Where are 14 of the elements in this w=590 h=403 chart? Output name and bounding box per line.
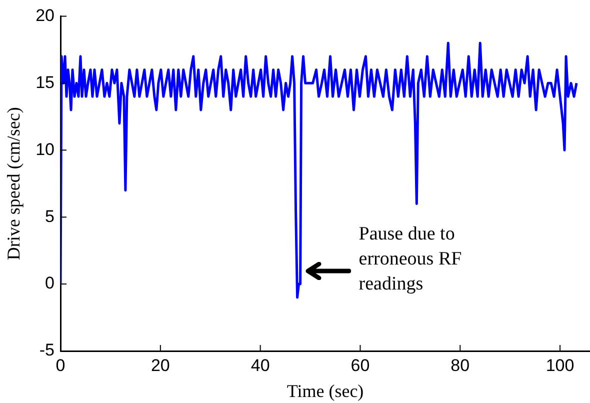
y-tick-label: 20 (36, 6, 55, 25)
x-tick-label: 80 (450, 356, 470, 375)
y-tick-label: 0 (45, 274, 55, 293)
x-tick-label: 20 (150, 356, 170, 375)
y-axis-title: Drive speed (cm/sec) (4, 107, 24, 260)
y-tick-label: -5 (39, 340, 55, 360)
x-tick-label: 60 (350, 356, 370, 375)
annotation: Pause due to erroneous RF readings (358, 224, 462, 295)
x-tick-label: 40 (250, 356, 270, 375)
x-tick-label: 100 (546, 356, 574, 375)
y-tick-label: 5 (45, 206, 55, 226)
x-axis-title: Time (sec) (286, 380, 364, 401)
y-tick-label: 15 (36, 72, 55, 92)
y-tick-label: 10 (36, 140, 55, 159)
